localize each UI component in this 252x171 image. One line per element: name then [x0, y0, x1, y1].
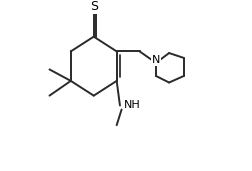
Text: N: N: [151, 55, 160, 65]
Text: NH: NH: [123, 101, 140, 110]
Text: S: S: [89, 0, 97, 13]
